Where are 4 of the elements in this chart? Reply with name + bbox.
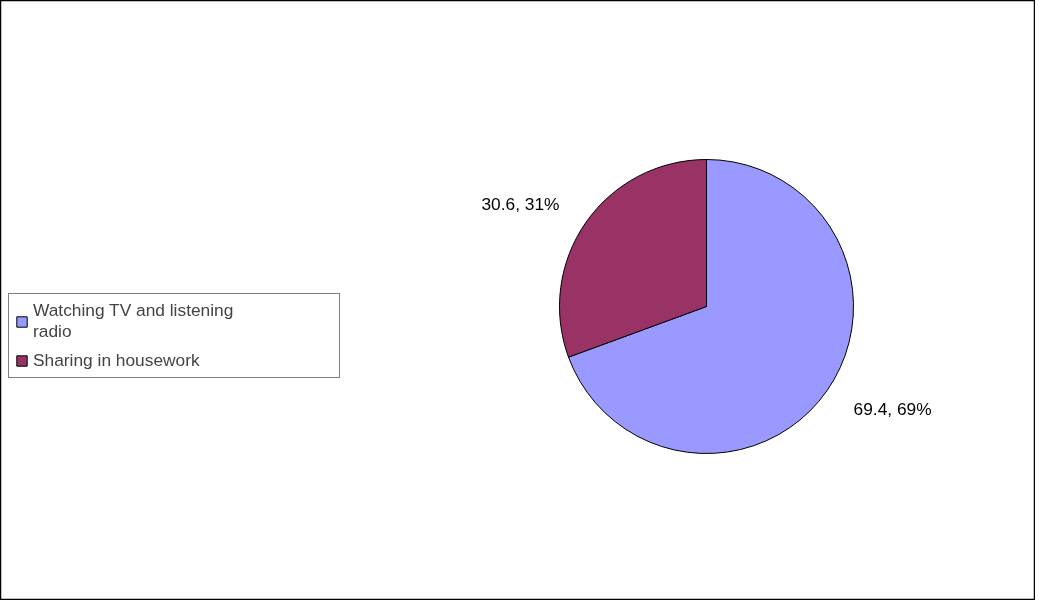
legend-label: Watching TV and listening radio xyxy=(33,300,235,342)
legend-label: Sharing in housework xyxy=(33,350,201,371)
data-label: 69.4, 69% xyxy=(853,399,932,420)
data-label: 30.6, 31% xyxy=(481,193,560,214)
